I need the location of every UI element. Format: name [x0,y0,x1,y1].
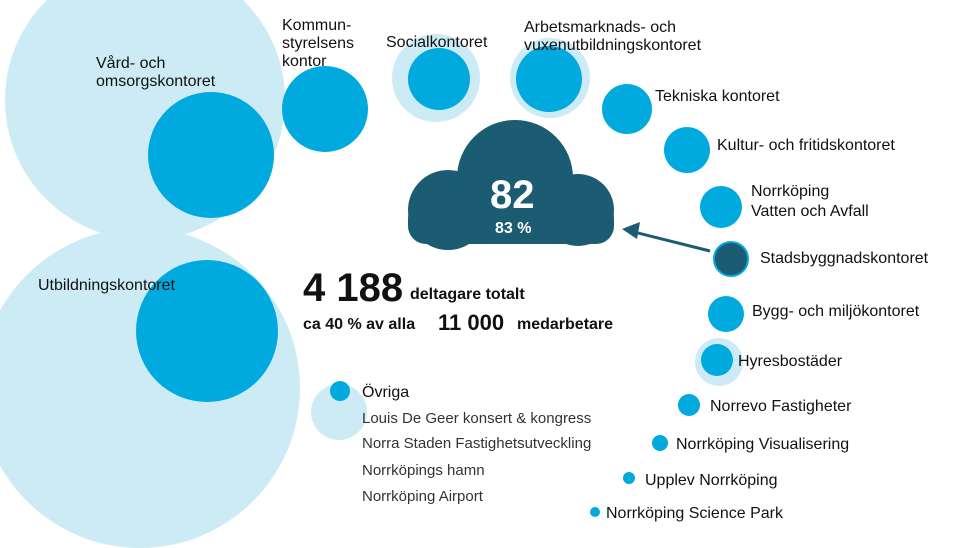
ovriga-inner-circle [330,381,350,401]
visualisering-circle [652,435,668,451]
hyresbostader-inner-circle [701,344,733,376]
label-norrevo: Norrevo Fastigheter [710,398,852,415]
label-upplev: Upplev Norrköping [645,472,778,489]
bygg-circle [708,296,744,332]
label-vard: Vård- och omsorgskontoret [96,55,216,90]
arrow-graphic [622,222,711,253]
arbetsmarknad-inner-circle [516,46,582,112]
tekniska-circle [602,84,652,134]
label-vatten: Norrköping Vatten och Avfall [751,183,869,220]
label-tekniska: Tekniska kontoret [655,88,780,105]
label-kultur: Kultur- och fritidskontoret [717,137,895,154]
vatten-circle [700,186,742,228]
vard-inner-circle [148,92,274,218]
cloud-percent: 83 % [495,220,532,237]
share-prefix: ca 40 % av alla [303,316,416,333]
cloud-shape [408,120,614,250]
ovriga-item: Louis De Geer konsert & kongress [362,410,592,427]
employees-label: medarbetare [517,316,614,333]
label-arbetsmarknad: Arbetsmarknads- och vuxenutbildningskont… [524,19,702,54]
label-utbildning: Utbildningskontoret [38,277,175,294]
label-kommunstyrelsen: Kommun- styrelsens kontor [282,17,355,70]
label-bygg: Bygg- och miljökontoret [752,303,920,320]
upplev-circle [623,472,635,484]
utbildning-inner-circle [136,260,278,402]
norrevo-circle [678,394,700,416]
kultur-circle [664,127,710,173]
participants-label: deltagare totalt [410,286,525,303]
ovriga-item: Norrköpings hamn [362,462,485,479]
science-circle [590,507,600,517]
cloud-value: 82 [490,173,535,217]
participants-total: 4 188 [303,266,404,310]
social-inner-circle [408,48,470,110]
ovriga-item: Norrköping Airport [362,488,483,505]
employees-total: 11 000 [438,310,505,335]
ovriga-item: Norra Staden Fastighetsutveckling [362,435,592,452]
label-visualisering: Norrköping Visualisering [676,436,850,453]
label-ovriga: Övriga [362,384,410,401]
label-stadsbyggnad: Stadsbyggnadskontoret [760,250,929,267]
kommunstyrelsen-circle [282,66,368,152]
label-social: Socialkontoret [386,34,488,51]
stadsbyggnad-circle [713,241,749,277]
label-hyresbostader: Hyresbostäder [738,353,843,370]
label-science: Norrköping Science Park [606,505,783,522]
